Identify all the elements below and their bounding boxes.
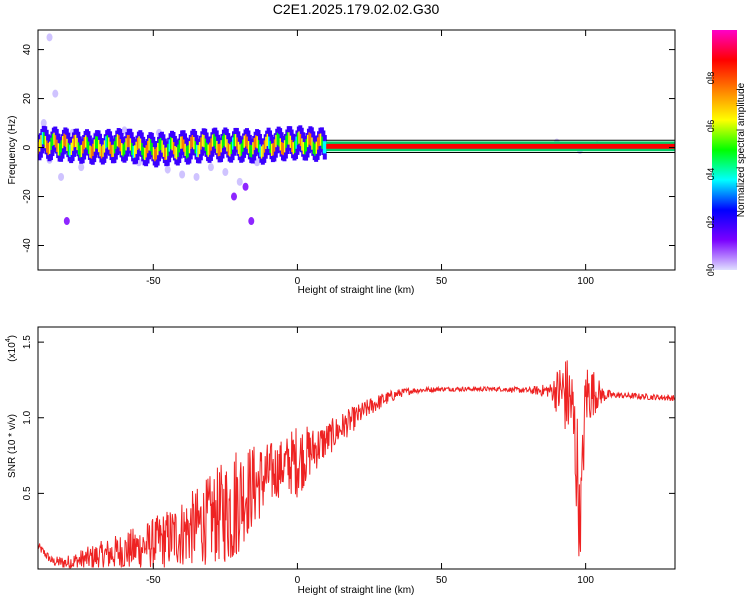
y-tick-label: 0.5 (22, 486, 33, 500)
spectral-spot (179, 170, 186, 179)
colorbar-tick-label: 0.6 (706, 120, 716, 133)
spectral-spot (46, 33, 53, 42)
snr-multiplier-label: (x104) (5, 335, 18, 362)
spectral-spot (231, 192, 237, 201)
colorbar-tick-label: 0.0 (706, 264, 716, 277)
x-tick-label: 0 (295, 276, 301, 287)
spectrogram-frame (37, 29, 676, 271)
y-tick-label: 1.5 (22, 335, 33, 349)
snr-x-label: Height of straight line (km) (298, 585, 415, 596)
colorbar-ticks: 0.0 0.2 0.4 0.6 0.8 (706, 72, 716, 277)
x-tick-label: -50 (146, 575, 161, 586)
spectrogram-x-label: Height of straight line (km) (298, 285, 415, 296)
colorbar: 0.0 0.2 0.4 0.6 0.8 Normalized spectral ampl… (706, 30, 747, 276)
colorbar-tick-label: 0.2 (706, 216, 716, 229)
snr-frame (37, 326, 676, 570)
colorbar-tick-label: 0.4 (706, 168, 716, 181)
y-tick-label: 1.0 (22, 410, 33, 424)
spectral-spot (207, 163, 214, 172)
colorbar-gradient (712, 30, 737, 270)
x-tick-label: 50 (436, 276, 448, 287)
spectral-spot (58, 172, 65, 181)
snr-series-line (38, 360, 675, 569)
ridge-cell (322, 141, 327, 154)
x-tick-label: 100 (577, 276, 594, 287)
snr-panel: -50 0 50 100 0.5 1.0 1.5 Height of straight l… (5, 326, 676, 596)
x-tick-label: -50 (146, 276, 161, 287)
y-tick-label: 20 (22, 93, 33, 105)
spectral-spot (222, 168, 229, 177)
spectrogram-data (38, 33, 675, 226)
spectral-spot (236, 177, 243, 186)
spectrogram-marks (38, 33, 675, 226)
snr-data (38, 360, 675, 569)
snr-y-ticks: 0.5 1.0 1.5 (22, 335, 675, 500)
spectral-spot (52, 89, 59, 98)
colorbar-label: Normalized spectral amplitude (736, 82, 747, 217)
spectrogram-y-ticks: -40 -20 0 20 40 (22, 44, 675, 253)
spectral-spot (40, 119, 47, 128)
spectral-spot (242, 182, 249, 191)
spectral-spot (164, 165, 171, 174)
spectral-spot (63, 217, 70, 226)
snr-y-label: SNR (10 * v/v) (7, 414, 18, 478)
x-tick-label: 50 (436, 575, 448, 586)
ridge-band (326, 143, 675, 149)
x-tick-label: 0 (295, 575, 301, 586)
y-tick-label: -20 (22, 189, 33, 204)
chart-title: C2E1.2025.179.02.02.G30 (273, 1, 440, 17)
snr-multiplier: (x104) (5, 335, 18, 362)
snr-plot-area (38, 327, 675, 569)
y-tick-label: -40 (22, 238, 33, 253)
spectrogram-x-ticks: -50 0 50 100 (146, 30, 594, 287)
y-tick-label: 40 (22, 44, 33, 56)
spectrogram-y-label: Frequency (Hz) (7, 116, 18, 185)
spectral-spot (193, 172, 200, 181)
colorbar-tick-label: 0.8 (706, 72, 716, 85)
spectrogram-panel: -50 0 50 100 -40 -20 0 20 40 Height of straight… (7, 29, 676, 296)
spectral-spot (78, 163, 85, 172)
y-tick-label: 0 (22, 144, 33, 150)
spectral-spot (248, 217, 255, 226)
snr-x-ticks: -50 0 50 100 (146, 327, 594, 586)
x-tick-label: 100 (577, 575, 594, 586)
